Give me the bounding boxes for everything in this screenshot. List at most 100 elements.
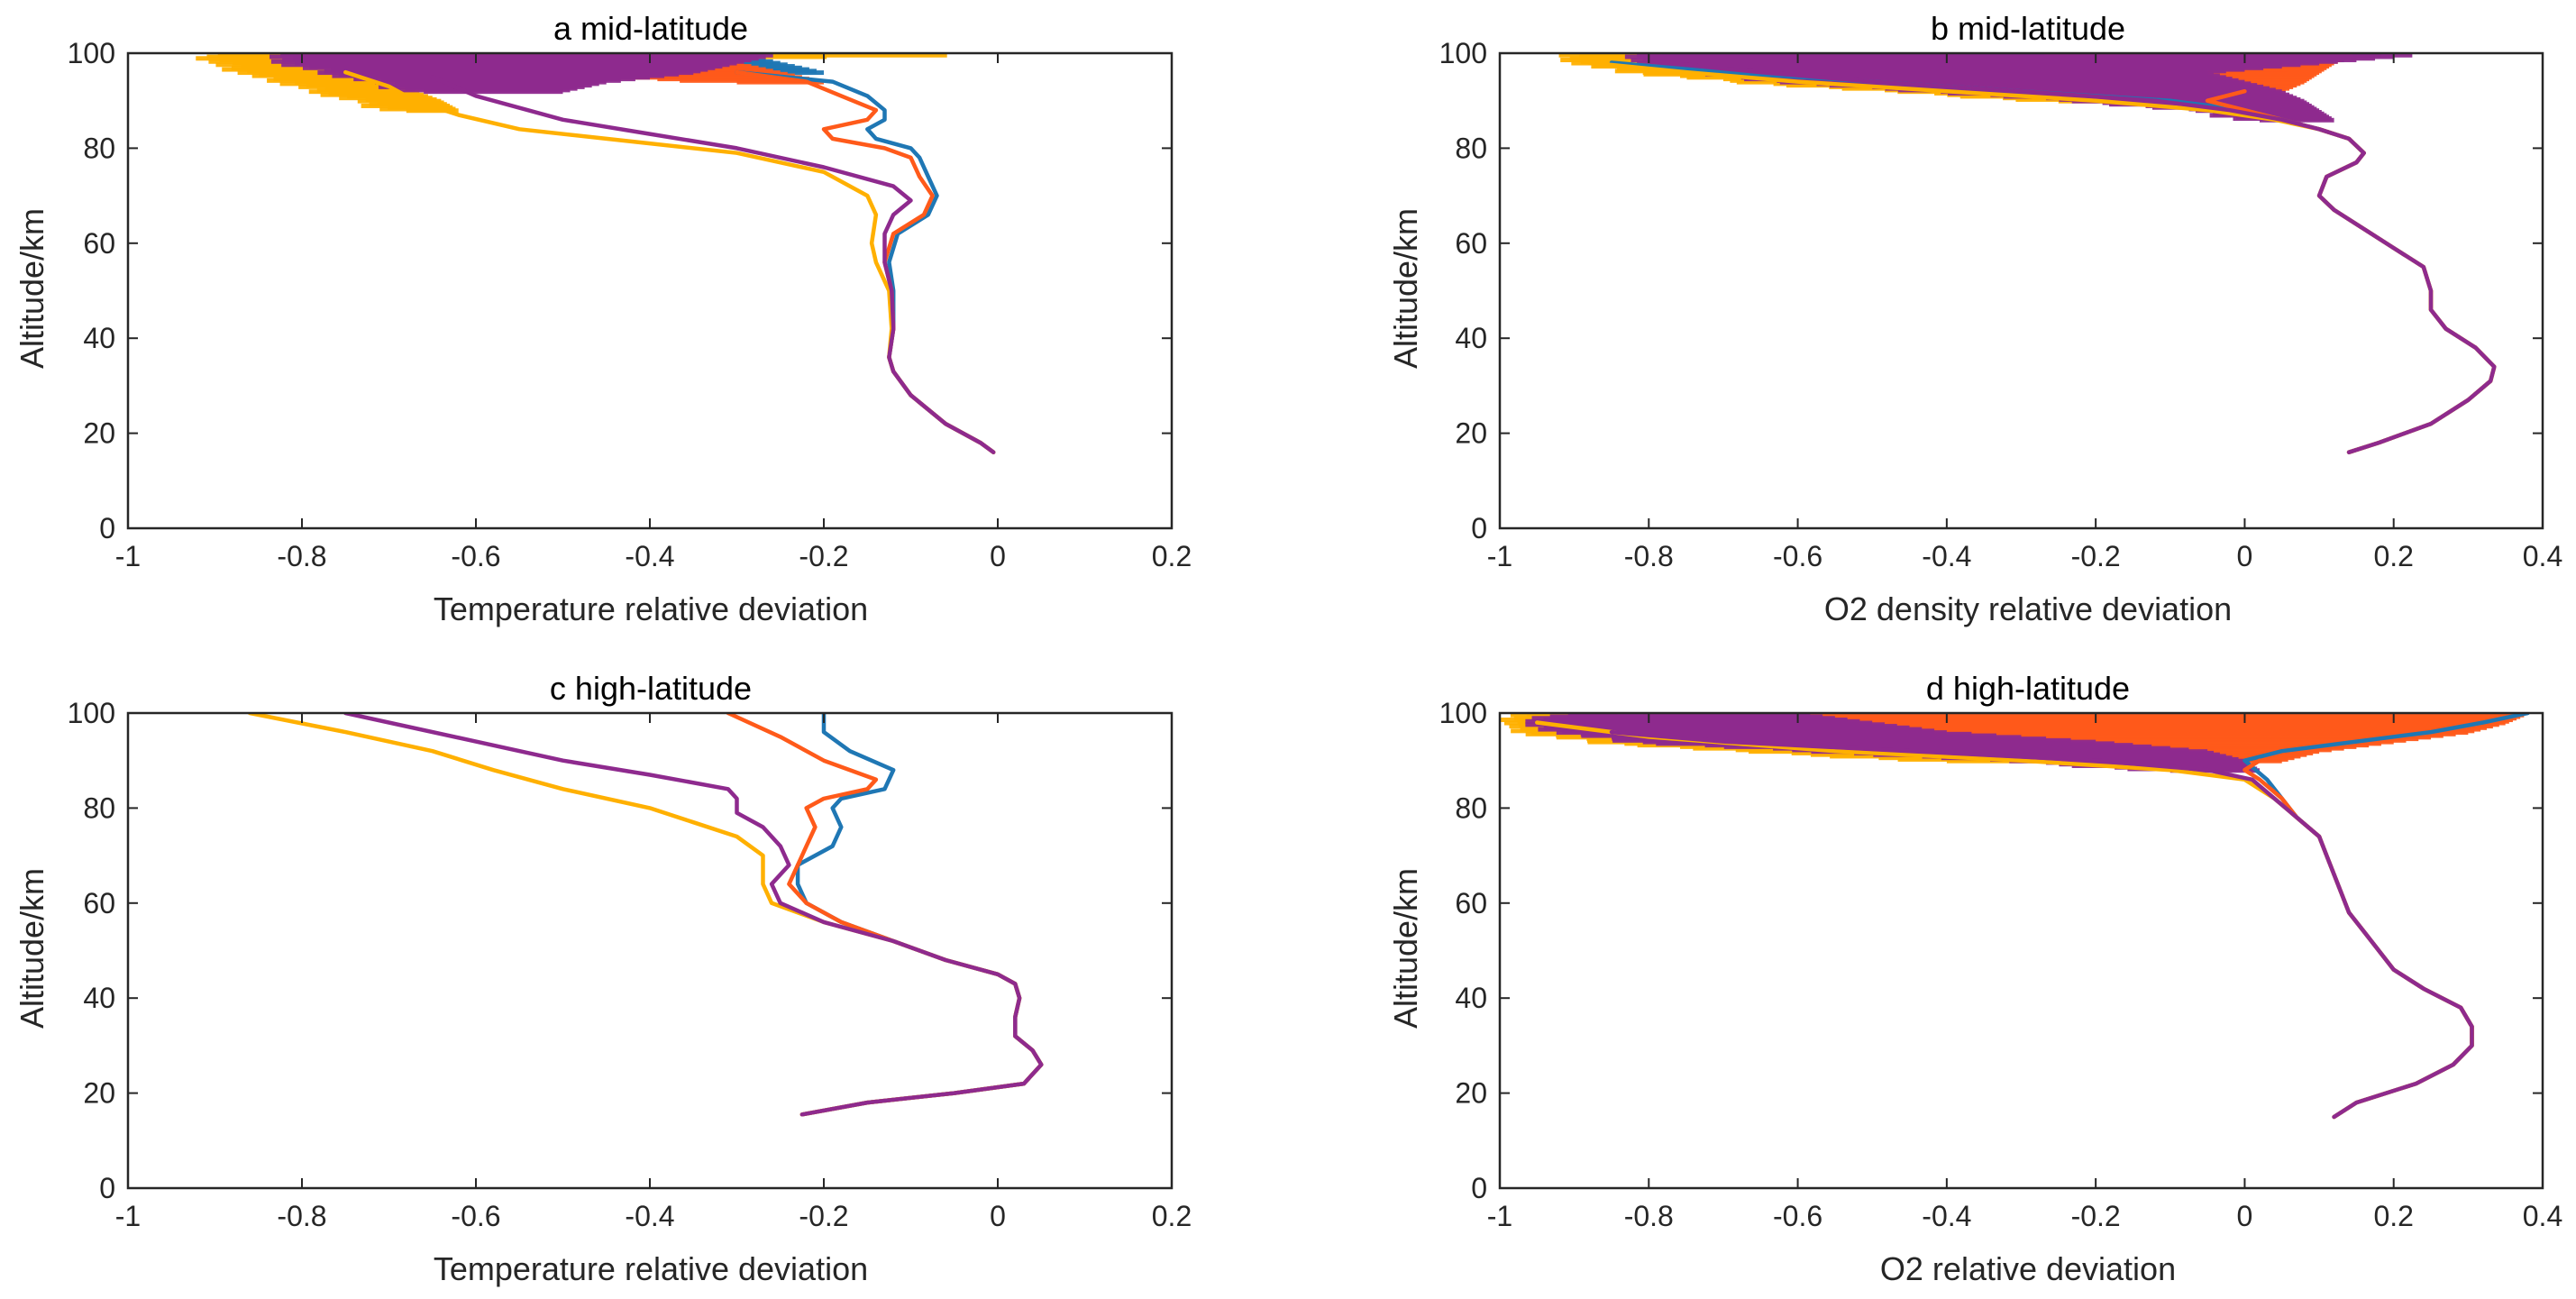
band-segment (280, 53, 773, 58)
ticks: -1 -0.8 -0.6 -0.4 -0.2 0 0.2 0.4 0 20 40 60 80 100 (1439, 697, 2563, 1232)
x-axis-label: Temperature relative deviation (434, 590, 868, 627)
line-series-yellow (1535, 720, 2474, 1120)
panel-title: d high-latitude (1926, 670, 2130, 707)
y-tick-label: 0 (99, 1172, 115, 1204)
y-tick-label: 20 (83, 417, 115, 450)
y-axis-label: Altitude/km (1387, 868, 1424, 1029)
x-tick-label: 0.4 (2523, 1200, 2562, 1232)
y-tick-label: 40 (1455, 322, 1487, 354)
line-series-blue (2243, 713, 2530, 1120)
x-tick-label: -1 (115, 540, 141, 572)
y-tick-label: 20 (83, 1077, 115, 1110)
line-series-orange (2205, 88, 2497, 454)
x-tick-label: 0.2 (1152, 540, 1192, 572)
x-axis-label: O2 density relative deviation (1824, 590, 2232, 627)
y-tick-label: 0 (1471, 1172, 1487, 1204)
line-series-blue (735, 69, 996, 454)
band-series-purple (1624, 53, 2413, 123)
band-segment (1643, 713, 2525, 718)
band-segment (1637, 53, 2413, 58)
x-tick-label: -1 (1487, 1200, 1512, 1232)
line-series-blue (1609, 60, 2497, 454)
y-tick-label: 80 (1455, 132, 1487, 164)
y-tick-label: 60 (1455, 227, 1487, 260)
band-series-purple (269, 53, 773, 95)
x-tick-label: -0.2 (2071, 1200, 2121, 1232)
y-tick-label: 0 (1471, 512, 1487, 544)
x-tick-label: 0.4 (2523, 540, 2562, 572)
y-tick-label: 20 (1455, 1077, 1487, 1110)
y-tick-label: 100 (68, 37, 115, 69)
panel-a: a mid-latitude Altitude/km Temperature r… (14, 10, 1192, 627)
y-axis-label: Altitude/km (14, 208, 50, 369)
panel-title: b mid-latitude (1931, 10, 2125, 47)
x-tick-label: -1 (1487, 540, 1512, 572)
x-tick-label: 0 (2237, 540, 2253, 572)
y-axis-label: Altitude/km (1387, 208, 1424, 369)
y-tick-label: 60 (1455, 887, 1487, 919)
line-series-yellow (343, 69, 996, 454)
ticks: -1 -0.8 -0.6 -0.4 -0.2 0 0.2 0 20 40 60 80 100 (68, 37, 1192, 572)
axes-frame (1498, 711, 2544, 1190)
x-tick-label: -0.8 (1624, 540, 1674, 572)
ticks: -1 -0.8 -0.6 -0.4 -0.2 0 0.2 0.4 0 20 40 60 80 100 (1439, 37, 2563, 572)
x-tick-label: -0.6 (451, 1200, 500, 1232)
panel-title: a mid-latitude (553, 10, 748, 47)
y-tick-label: 80 (1455, 791, 1487, 824)
y-tick-label: 100 (1439, 697, 1487, 729)
plot-area (247, 713, 1044, 1117)
x-tick-label: -0.2 (799, 540, 848, 572)
panel-title: c high-latitude (550, 670, 752, 707)
line-series-purple (430, 75, 996, 454)
y-tick-label: 60 (83, 227, 115, 260)
plot-area (196, 53, 996, 454)
line-series-orange (735, 69, 996, 454)
x-tick-label: -0.8 (277, 540, 326, 572)
x-tick-label: -0.6 (1773, 1200, 1822, 1232)
x-tick-label: 0 (2237, 1200, 2253, 1232)
x-tick-label: -1 (115, 1200, 141, 1232)
ticks: -1 -0.8 -0.6 -0.4 -0.2 0 0.2 0 20 40 60 80 100 (68, 697, 1192, 1232)
y-tick-label: 0 (99, 512, 115, 544)
x-tick-label: 0.2 (2373, 540, 2413, 572)
line-series-orange (2243, 758, 2474, 1120)
x-tick-label: -0.4 (1922, 540, 1971, 572)
band-segment (1558, 53, 1662, 58)
axes-frame (1498, 51, 2544, 530)
x-tick-label: 0 (990, 1200, 1006, 1232)
line-series-yellow (1586, 60, 2497, 454)
y-tick-label: 80 (83, 791, 115, 824)
line-series-purple (1661, 60, 2497, 454)
x-tick-label: 0.2 (1152, 1200, 1192, 1232)
x-tick-label: -0.8 (1624, 1200, 1674, 1232)
y-tick-label: 40 (83, 322, 115, 354)
x-tick-label: -0.4 (1922, 1200, 1971, 1232)
y-tick-label: 40 (1455, 982, 1487, 1014)
panel-c: c high-latitude Altitude/km Temperature … (14, 670, 1192, 1287)
x-tick-label: -0.8 (277, 1200, 326, 1232)
line-series-blue (795, 713, 1044, 1117)
x-tick-label: 0 (990, 540, 1006, 572)
x-tick-label: -0.2 (2071, 540, 2121, 572)
y-tick-label: 20 (1455, 417, 1487, 450)
x-tick-label: -0.4 (625, 540, 674, 572)
y-tick-label: 80 (83, 132, 115, 164)
y-tick-label: 60 (83, 887, 115, 919)
line-series-purple (343, 713, 1044, 1117)
x-tick-label: 0.2 (2373, 1200, 2413, 1232)
band-segment (1567, 713, 1811, 718)
y-tick-label: 100 (1439, 37, 1487, 69)
axes-frame (126, 51, 1174, 530)
y-tick-label: 100 (68, 697, 115, 729)
x-axis-label: Temperature relative deviation (434, 1250, 868, 1287)
panel-b: b mid-latitude Altitude/km O2 density re… (1387, 10, 2562, 627)
axes-frame (126, 711, 1174, 1190)
x-axis-label: O2 relative deviation (1880, 1250, 2176, 1287)
x-tick-label: -0.2 (799, 1200, 848, 1232)
panel-d: d high-latitude Altitude/km O2 relative … (1387, 670, 2562, 1287)
x-tick-label: -0.6 (451, 540, 500, 572)
x-tick-label: -0.6 (1773, 540, 1822, 572)
y-tick-label: 40 (83, 982, 115, 1014)
line-series-purple (1609, 729, 2474, 1120)
